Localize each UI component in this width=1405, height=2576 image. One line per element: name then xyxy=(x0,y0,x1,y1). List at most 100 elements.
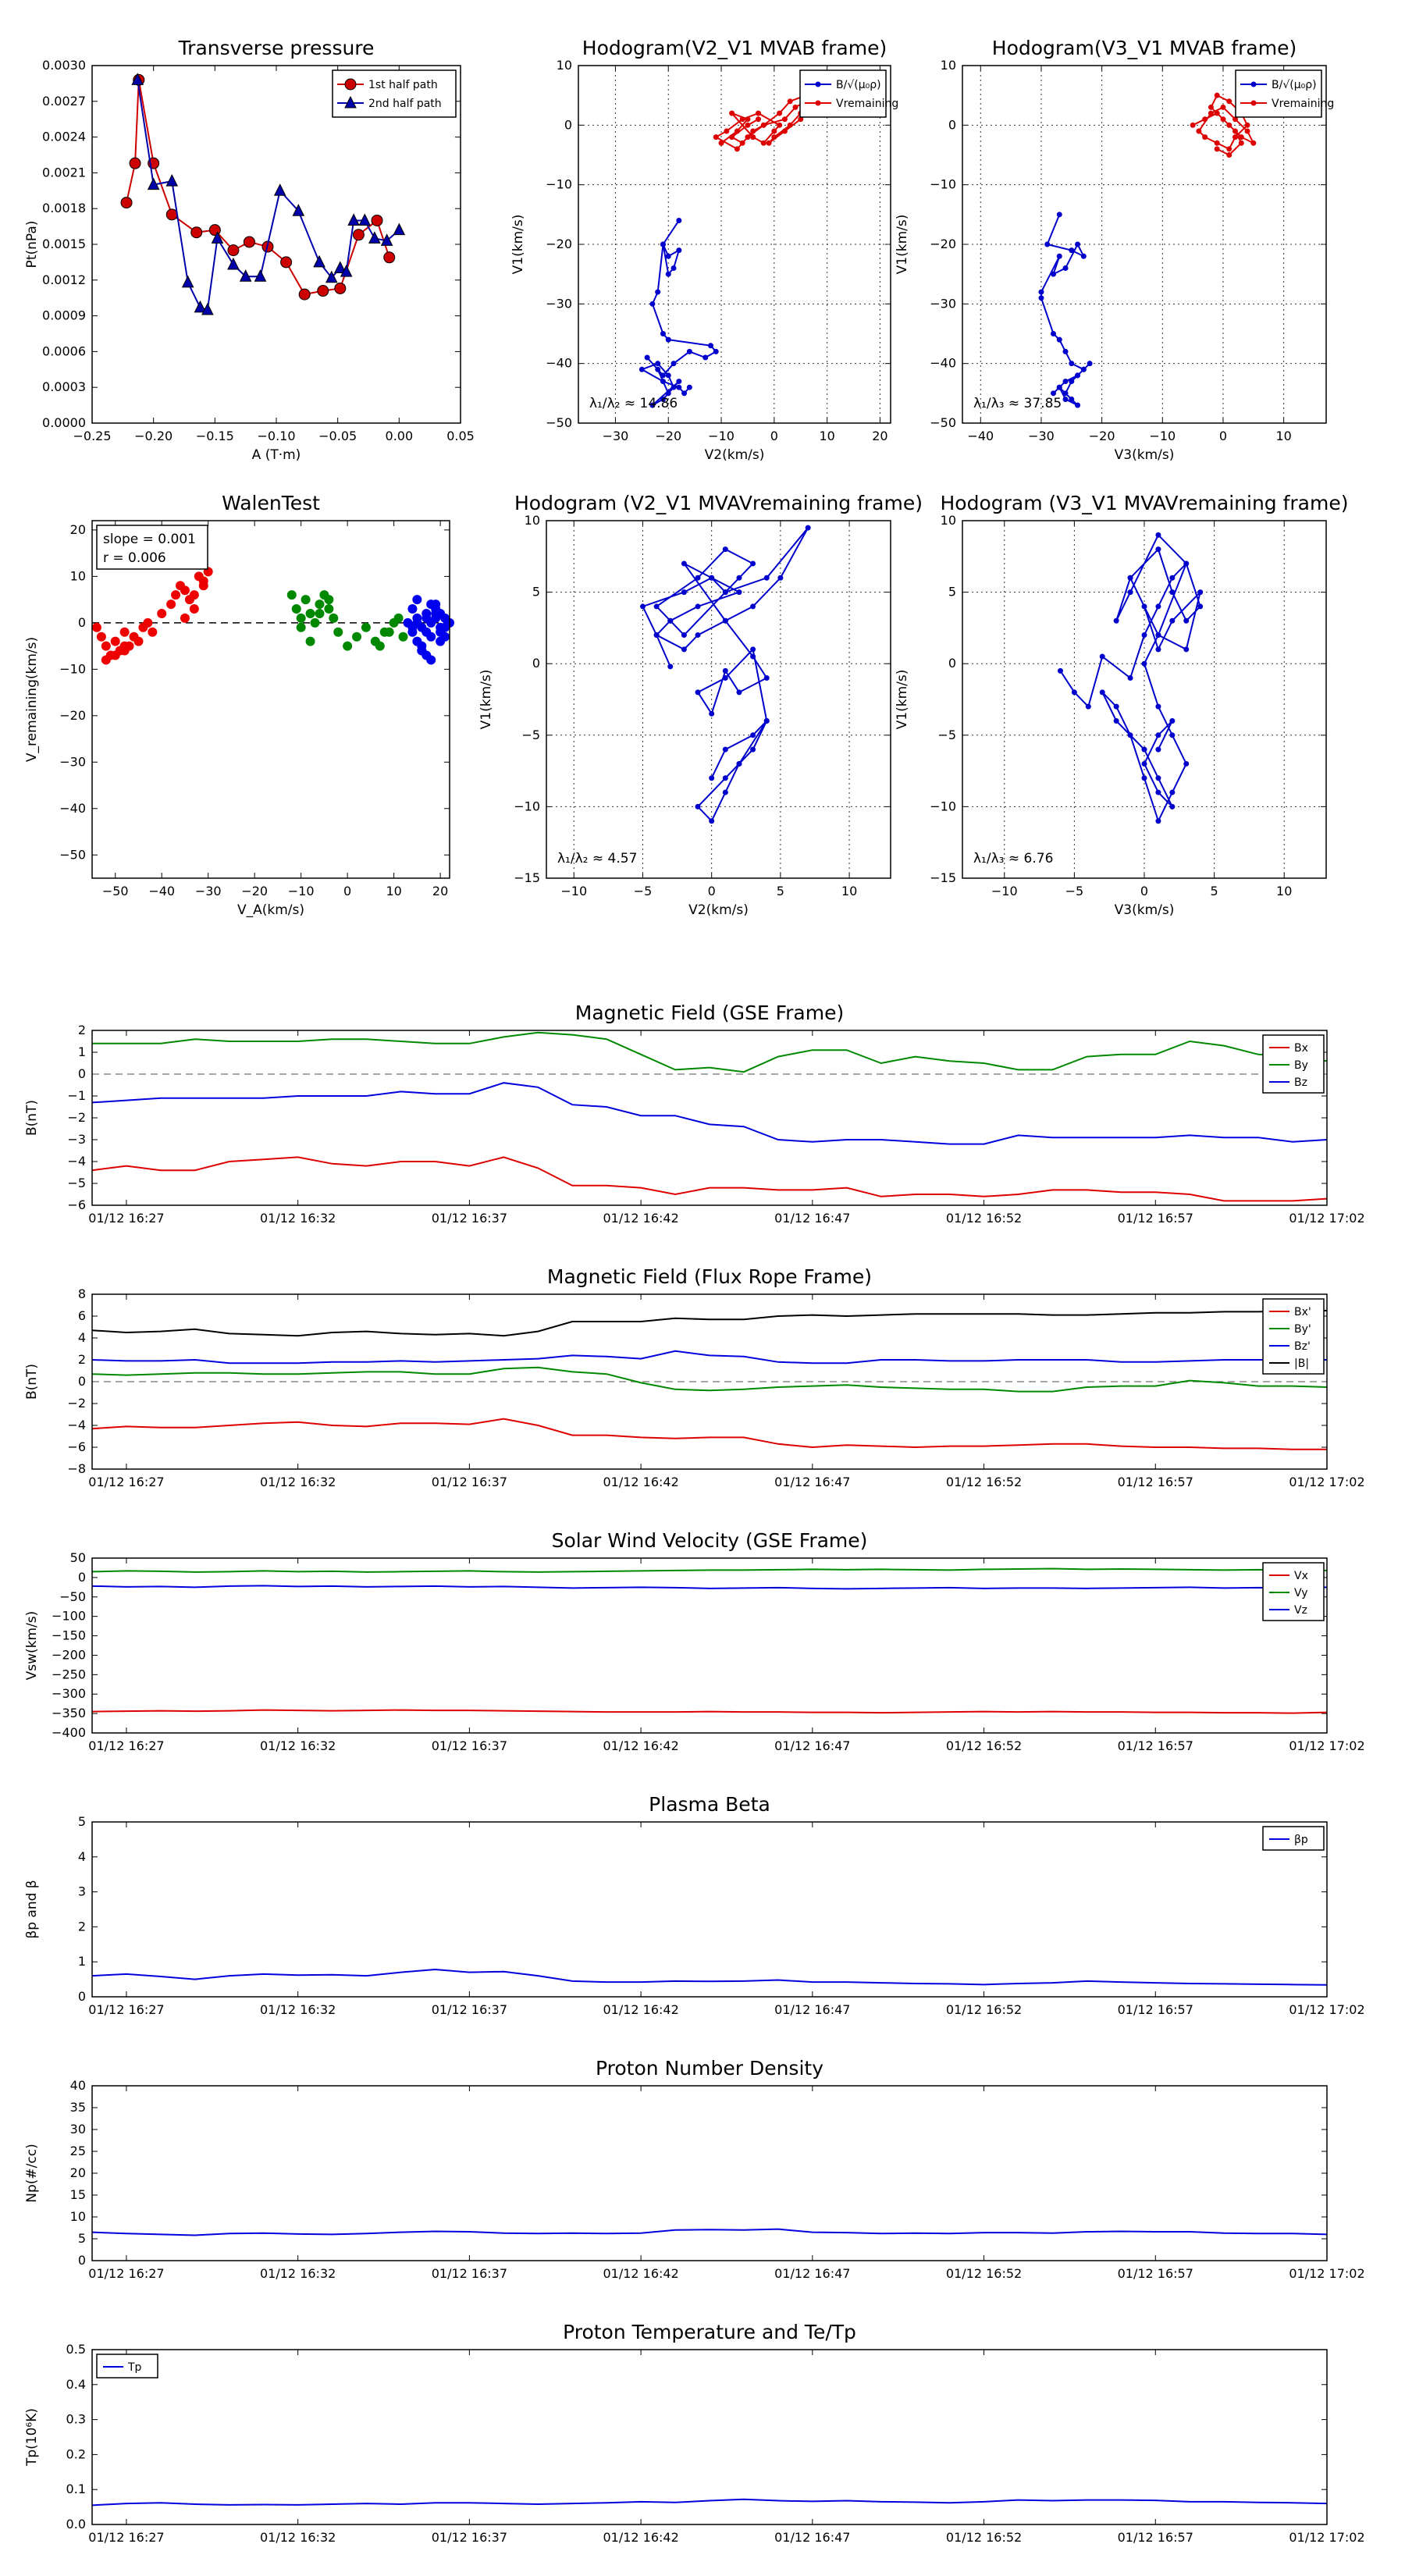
plot-area xyxy=(546,520,891,879)
series-0-point-25 xyxy=(1062,379,1069,385)
y-tick-label: 0.0030 xyxy=(42,58,86,73)
x-tick-label: 01/12 16:37 xyxy=(432,1475,507,1489)
series-0-point-17 xyxy=(1155,646,1161,653)
y-tick-label: 8 xyxy=(78,1286,86,1301)
series-1-point-15 xyxy=(1244,122,1250,128)
plot-area xyxy=(91,2498,1328,2507)
series-2-point-27 xyxy=(436,608,446,618)
y-tick-label: 0.0015 xyxy=(42,237,86,251)
series-0-point-7 xyxy=(750,560,756,567)
series-1-point-8 xyxy=(239,269,252,282)
x-tick-label: 01/12 16:27 xyxy=(88,2530,164,2545)
series-0-point-11 xyxy=(1056,336,1062,343)
y-tick-label: 0 xyxy=(564,117,572,132)
series-1-point-6 xyxy=(211,231,224,244)
eigenvalue-ratio-label: λ₁/λ₂ ≈ 14.86 xyxy=(589,396,678,411)
legend: Bx By Bz xyxy=(1262,1034,1325,1094)
series-0-point-1 xyxy=(1071,689,1077,696)
series-legend0-point-0 xyxy=(815,81,821,87)
series-0-point-43 xyxy=(736,760,742,767)
series-0-point-7 xyxy=(1169,575,1176,581)
series-0-point-11 xyxy=(707,343,713,349)
legend-label: 1st half path xyxy=(368,79,438,91)
y-tick-label: −300 xyxy=(52,1686,86,1701)
series-0-point-40 xyxy=(1155,789,1161,795)
legend-label: By' xyxy=(1294,1323,1311,1336)
series-line-0 xyxy=(91,2228,1328,2236)
series-0-point-36 xyxy=(1113,717,1119,724)
y-tick-label: −350 xyxy=(52,1706,86,1720)
x-tick-label: 01/12 16:27 xyxy=(88,2002,164,2017)
y-tick-label: −200 xyxy=(52,1647,86,1662)
series-0-point-34 xyxy=(1113,703,1119,710)
y-axis-label: V1(km/s) xyxy=(895,670,910,730)
series-0-point-4 xyxy=(165,208,178,221)
series-1-point-12 xyxy=(1214,140,1220,146)
x-tick-label: 01/12 16:52 xyxy=(946,1475,1022,1489)
series-0-point-5 xyxy=(665,271,671,277)
x-tick-label: −5 xyxy=(1065,884,1084,898)
series-1-point-3 xyxy=(181,275,194,288)
x-tick-label: −20 xyxy=(1089,429,1115,443)
series-line-1 xyxy=(92,1031,1328,1073)
y-tick-label: 0.1 xyxy=(66,2482,86,2496)
series-1-point-13 xyxy=(1226,146,1232,152)
x-tick-label: −10 xyxy=(560,884,587,898)
x-tick-label: 01/12 16:32 xyxy=(260,2530,336,2545)
x-tick-label: −30 xyxy=(1028,429,1055,443)
series-0-point-3 xyxy=(1099,653,1105,660)
y-tick-label: 0 xyxy=(78,1066,86,1081)
y-tick-label: 0.5 xyxy=(66,2342,86,2357)
series-0-point-22 xyxy=(667,617,674,624)
series-0-point-0 xyxy=(1056,212,1062,218)
y-tick-label: −5 xyxy=(937,728,956,742)
axes-frame xyxy=(91,2349,1328,2525)
series-0-point-15 xyxy=(670,361,677,367)
series-0-point-3 xyxy=(681,589,687,596)
series-1-point-11 xyxy=(292,204,305,216)
series-legend1-point-0 xyxy=(344,95,357,109)
x-tick-label: −10 xyxy=(1149,429,1176,443)
y-tick-label: −10 xyxy=(59,661,86,676)
x-tick-label: 0 xyxy=(708,884,716,898)
series-0-point-6 xyxy=(660,241,666,247)
legend-label: Vx xyxy=(1294,1570,1308,1582)
x-tick-label: 01/12 17:02 xyxy=(1289,2002,1364,2017)
y-tick-label: 0 xyxy=(78,2253,86,2268)
x-tick-label: 01/12 16:42 xyxy=(603,2530,678,2545)
y-tick-label: 10 xyxy=(557,58,572,73)
stats-box xyxy=(96,525,208,570)
chart-hodo4: Hodogram (V3_V1 MVAVremaining frame) −15 −… xyxy=(895,492,1349,918)
series-0-point-10 xyxy=(110,650,120,660)
x-tick-label: 01/12 16:42 xyxy=(603,2002,678,2017)
series-0-point-4 xyxy=(670,265,677,272)
series-0-point-2 xyxy=(639,603,646,610)
series-0-point-13 xyxy=(722,589,728,596)
chart-mag_gse: Magnetic Field (GSE Frame)−6−5−4−3−2−101… xyxy=(24,1002,1365,1226)
x-axis-label: V2(km/s) xyxy=(705,447,765,463)
x-tick-label: −20 xyxy=(655,429,681,443)
series-2-point-14 xyxy=(426,655,436,665)
series-line-1 xyxy=(91,1366,1328,1393)
legend-label: Bz' xyxy=(1294,1340,1311,1353)
series-1-point-29 xyxy=(750,128,756,134)
series-0-point-45 xyxy=(750,732,756,738)
series-2-point-28 xyxy=(422,627,432,637)
x-tick-label: 01/12 16:27 xyxy=(88,2266,164,2281)
y-tick-label: 35 xyxy=(70,2100,86,2115)
legend-label: Vy xyxy=(1294,1587,1308,1599)
y-tick-label: −2 xyxy=(67,1396,86,1411)
series-1-point-14 xyxy=(334,261,347,274)
x-tick-label: 0 xyxy=(343,884,351,898)
series-0-point-35 xyxy=(1099,689,1105,696)
x-tick-label: −40 xyxy=(967,429,994,443)
y-tick-label: 0 xyxy=(78,615,86,630)
x-tick-label: 01/12 17:02 xyxy=(1289,1211,1364,1226)
x-tick-label: 0 xyxy=(770,429,778,443)
x-tick-label: −40 xyxy=(148,884,175,898)
series-0-point-18 xyxy=(1141,603,1147,610)
x-axis-label: A (T·m) xyxy=(252,447,301,463)
series-1-point-20 xyxy=(393,222,406,236)
series-2-point-26 xyxy=(426,617,436,628)
series-2-point-10 xyxy=(407,604,418,614)
